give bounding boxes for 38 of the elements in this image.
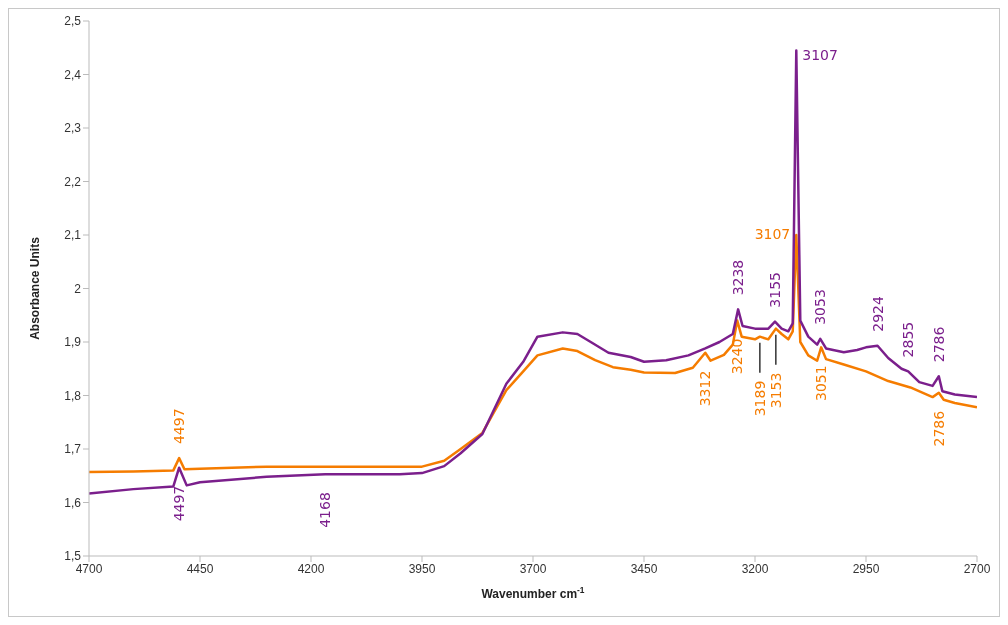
annotation: 3153 [767, 372, 784, 409]
annotation: 3238 [730, 259, 747, 296]
x-tick-label: 3200 [741, 561, 769, 576]
y-tick-label: 2,2 [64, 174, 82, 189]
annotation: 3053 [812, 289, 829, 325]
x-tick-label: 4700 [75, 561, 103, 576]
annotation: 3051 [813, 365, 830, 401]
y-tick-label: 2,1 [64, 228, 82, 243]
x-axis-title: Wavenumber cm$^{-1}$ [481, 585, 585, 601]
x-tick-label: 3450 [630, 561, 658, 576]
annotation: 3312 [697, 370, 714, 407]
annotation: 4497 [171, 485, 188, 522]
x-tick-label: 4200 [297, 561, 325, 576]
y-tick-label: 1,7 [64, 442, 82, 457]
x-tick-label: 2700 [963, 561, 991, 576]
annotation: 3107 [802, 47, 838, 64]
y-tick-label: 1,9 [64, 335, 82, 350]
annotation: 2924 [869, 296, 886, 332]
x-tick-label: 4450 [186, 561, 214, 576]
y-axis-title: Absorbance Units [28, 236, 43, 340]
annotation: 2786 [930, 326, 947, 363]
y-tick-label: 1,8 [64, 388, 82, 403]
annotation: 3189 [751, 380, 768, 417]
annotation: 2855 [900, 321, 917, 358]
y-tick-label: 2,3 [64, 121, 82, 136]
x-tick-label: 2950 [852, 561, 880, 576]
x-tick-label: 3700 [519, 561, 547, 576]
annotation: 3155 [766, 272, 783, 308]
y-tick-label: 2 [74, 281, 82, 296]
y-tick-label: 2,5 [64, 14, 82, 29]
x-tick-label: 3950 [408, 561, 436, 576]
annotation: 4168 [317, 492, 334, 528]
annotation: 2786 [930, 410, 947, 447]
y-tick-label: 1,5 [64, 549, 82, 564]
y-tick-label: 1,6 [64, 495, 82, 510]
annotation: 3107 [754, 226, 791, 242]
annotation: 4497 [171, 408, 188, 445]
y-tick-label: 2,4 [64, 67, 82, 82]
